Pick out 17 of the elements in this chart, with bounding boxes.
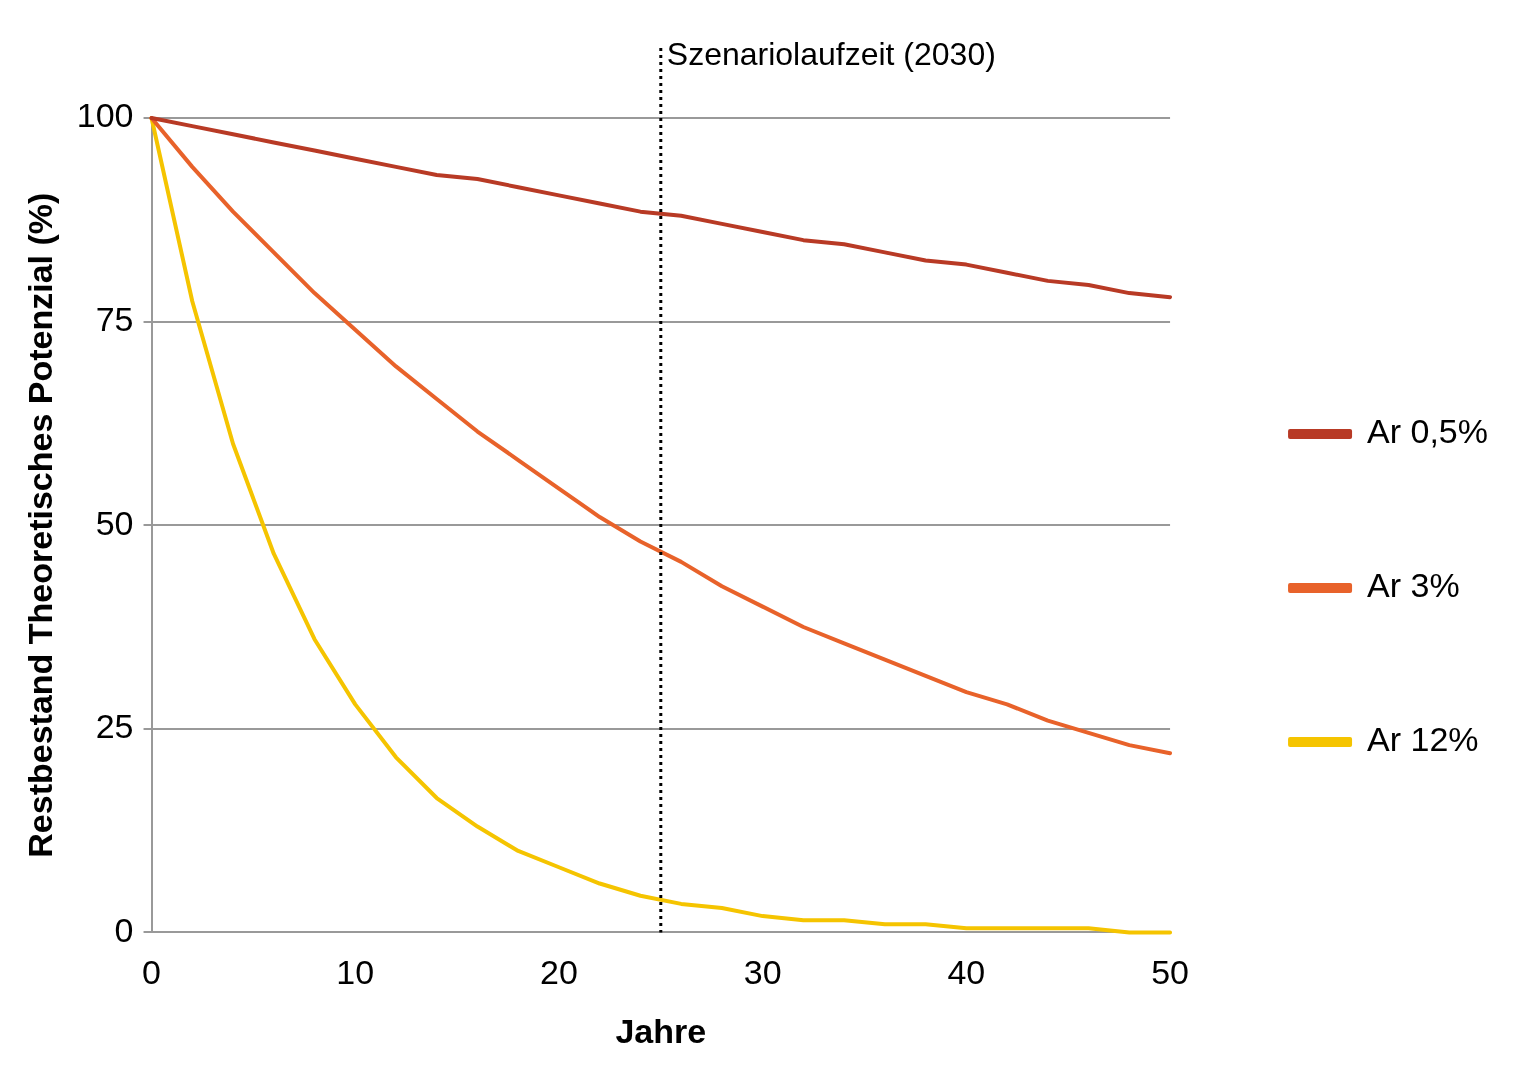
- legend-label: Ar 0,5%: [1367, 412, 1489, 451]
- x-tick-label: 30: [743, 953, 782, 992]
- x-tick-label: 50: [1151, 953, 1189, 992]
- y-axis-title: Restbestand Theoretisches Potenzial (%): [20, 192, 59, 858]
- legend-label: Ar 12%: [1367, 720, 1479, 759]
- x-tick-label: 10: [336, 953, 375, 992]
- legend-label: Ar 3%: [1367, 566, 1460, 605]
- y-tick-label: 100: [76, 96, 134, 135]
- ref-line-label: Szenariolaufzeit (2030): [666, 35, 996, 72]
- x-tick-label: 40: [947, 953, 986, 992]
- y-tick-label: 50: [95, 503, 134, 542]
- y-tick-label: 75: [95, 299, 134, 338]
- x-tick-label: 0: [142, 953, 161, 992]
- y-tick-label: 25: [95, 707, 134, 746]
- y-tick-label: 0: [114, 910, 134, 949]
- x-axis-title: Jahre: [615, 1011, 707, 1050]
- x-tick-label: 20: [540, 953, 578, 992]
